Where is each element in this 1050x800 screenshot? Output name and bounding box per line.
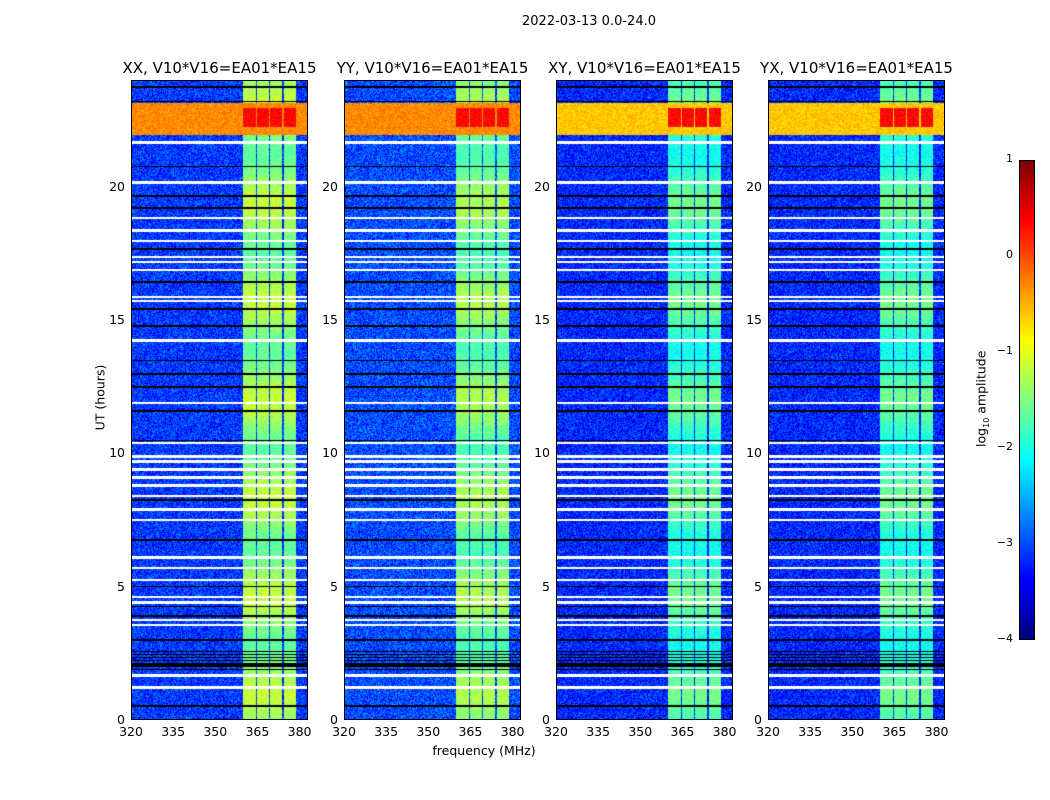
heatmap-cells	[769, 81, 944, 719]
suptitle: 2022-03-13 0.0-24.0	[522, 14, 656, 29]
y-tick-label: 0	[754, 712, 762, 727]
colorbar	[1019, 160, 1035, 640]
y-tick-label: 10	[746, 445, 762, 461]
x-tick-label: 365	[882, 724, 907, 739]
x-tick-label: 350	[628, 724, 653, 739]
x-tick-label: 365	[458, 724, 483, 739]
x-tick-label: 335	[161, 724, 186, 739]
y-tick-label: 5	[117, 578, 125, 594]
y-tick-label: 0	[542, 712, 550, 727]
x-tick-label: 380	[712, 724, 737, 739]
y-tick-label: 20	[534, 178, 550, 194]
x-axis-label: frequency (MHz)	[432, 743, 536, 758]
panel-title: XY, V10*V16=EA01*EA15	[548, 59, 741, 77]
y-tick-label: 15	[534, 312, 550, 327]
colorbar-tick-label: −4	[996, 632, 1013, 645]
y-tick-label: 5	[330, 578, 338, 594]
x-tick-label: 320	[119, 724, 143, 739]
y-tick-label: 0	[117, 712, 125, 727]
y-tick-label: 20	[746, 178, 762, 194]
heatmap-cells	[557, 81, 732, 719]
x-tick-label: 335	[798, 724, 823, 739]
y-tick-label: 5	[542, 578, 550, 594]
y-tick-label: 15	[322, 312, 338, 327]
x-tick-label: 365	[670, 724, 695, 739]
y-tick-label: 0	[330, 712, 338, 727]
colorbar-tick-label: −3	[996, 536, 1013, 549]
x-tick-label: 350	[416, 724, 441, 739]
y-tick-label: 10	[109, 445, 125, 461]
y-tick-label: 15	[746, 312, 762, 327]
colorbar-tick-label: −2	[996, 440, 1013, 453]
panel-title: YX, V10*V16=EA01*EA15	[760, 59, 953, 77]
colorbar-tick-label: −1	[996, 344, 1013, 357]
heatmap-panel	[768, 80, 945, 720]
x-tick-label: 320	[756, 724, 780, 739]
x-tick-label: 365	[245, 724, 270, 739]
x-tick-label: 320	[332, 724, 356, 739]
y-tick-label: 20	[109, 178, 125, 194]
x-tick-label: 320	[544, 724, 568, 739]
x-tick-label: 380	[500, 724, 525, 739]
colorbar-tick-label: 1	[1006, 152, 1013, 165]
heatmap-cells	[132, 81, 307, 719]
y-tick-label: 10	[534, 445, 550, 461]
y-axis-label: UT (hours)	[92, 364, 108, 431]
colorbar-tick-label: 0	[1006, 248, 1013, 261]
panel-title: XX, V10*V16=EA01*EA15	[122, 59, 317, 77]
heatmap-panel	[344, 80, 521, 720]
y-tick-label: 10	[322, 445, 338, 461]
x-tick-label: 380	[287, 724, 312, 739]
colorbar-gradient	[1020, 161, 1034, 639]
x-tick-label: 335	[374, 724, 399, 739]
x-tick-label: 350	[840, 724, 865, 739]
x-tick-label: 335	[586, 724, 611, 739]
x-tick-label: 350	[203, 724, 228, 739]
y-tick-label: 20	[322, 178, 338, 194]
heatmap-panel	[556, 80, 733, 720]
panel-title: YY, V10*V16=EA01*EA15	[336, 59, 529, 77]
y-tick-label: 5	[754, 578, 762, 594]
heatmap-panel	[131, 80, 308, 720]
y-tick-label: 15	[109, 312, 125, 327]
x-tick-label: 380	[924, 724, 949, 739]
heatmap-cells	[345, 81, 520, 719]
